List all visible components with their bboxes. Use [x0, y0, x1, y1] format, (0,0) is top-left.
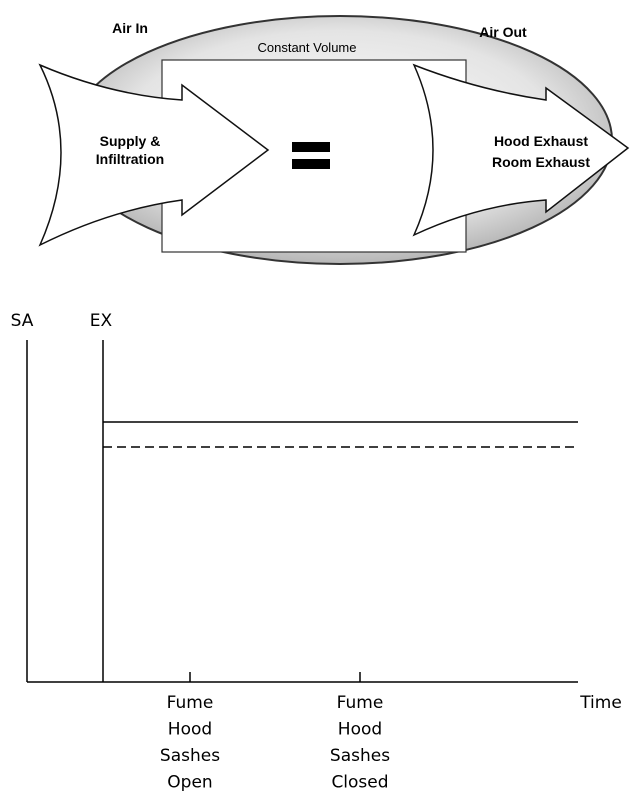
air-in-label: Air In	[112, 20, 148, 36]
airflow-diagram: Air In Air Out Constant Volume Supply & …	[38, 15, 630, 265]
supply-arrow	[38, 63, 270, 247]
sa-label: SA	[11, 311, 34, 331]
event-labels: Fume Hood Sashes Open Fume Hood Sashes Closed	[160, 693, 390, 792]
event-label: Closed	[331, 773, 388, 792]
event-label: Sashes	[330, 746, 390, 766]
supply-label: Infiltration	[96, 151, 164, 167]
airflow-graph	[26, 340, 578, 683]
equals-bottom	[292, 159, 330, 169]
equals-top	[292, 142, 330, 152]
exhaust-label: Room Exhaust	[492, 154, 590, 170]
event-label: Fume	[337, 693, 384, 713]
event-label: Sashes	[160, 746, 220, 766]
event-label: Hood	[168, 720, 212, 740]
event-label: Hood	[338, 720, 382, 740]
constant-volume-label: Constant Volume	[257, 40, 356, 55]
graph-labels: SA EX Time	[11, 311, 622, 713]
supply-label: Supply &	[100, 133, 161, 149]
event-label: Fume	[167, 693, 214, 713]
event-label: Open	[167, 773, 212, 792]
exhaust-arrow	[412, 63, 630, 237]
air-out-label: Air Out	[479, 24, 527, 40]
exhaust-label: Hood Exhaust	[494, 133, 588, 149]
time-label: Time	[579, 693, 622, 713]
ex-label: EX	[90, 311, 113, 331]
